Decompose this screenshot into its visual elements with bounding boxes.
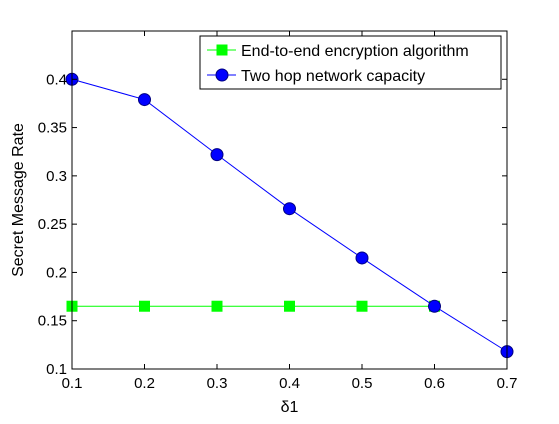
data-point-circle <box>138 93 151 107</box>
y-tick-label: 0.3 <box>46 168 67 185</box>
y-tick-label: 0.4 <box>46 71 67 88</box>
data-point-circle <box>283 202 296 216</box>
legend-entry-two-hop: Two hop network capacity <box>207 68 425 85</box>
legend-marker-square <box>216 44 228 56</box>
y-tick-label: 0.35 <box>38 120 67 137</box>
data-point-square <box>284 300 295 312</box>
y-axis-label: Secret Message Rate <box>10 123 27 277</box>
x-axis-label: δ1 <box>281 399 299 416</box>
x-tick-label: 0.6 <box>424 375 445 392</box>
y-tick-label: 0.2 <box>46 264 67 281</box>
y-axis-ticks: 0.1 0.15 0.2 0.25 0.3 0.35 0.4 <box>38 71 507 378</box>
legend-label-two-hop: Two hop network capacity <box>241 68 425 85</box>
data-point-square <box>139 300 150 312</box>
data-point-square <box>356 300 368 312</box>
x-tick-label: 0.4 <box>279 375 300 392</box>
x-axis-ticks: 0.1 0.2 0.3 0.4 0.5 0.6 0.7 <box>62 31 518 392</box>
legend-label-end-to-end: End-to-end encryption algorithm <box>241 43 469 60</box>
data-point-circle <box>428 299 441 313</box>
y-tick-label: 0.1 <box>46 361 67 378</box>
data-point-circle <box>210 148 224 162</box>
x-tick-label: 0.2 <box>134 375 155 392</box>
legend: End-to-end encryption algorithm Two hop … <box>199 35 502 90</box>
legend-entry-end-to-end: End-to-end encryption algorithm <box>207 43 469 60</box>
x-tick-label: 0.7 <box>497 375 518 392</box>
x-tick-label: 0.5 <box>352 375 373 392</box>
legend-marker-circle <box>215 68 229 82</box>
data-point-square <box>211 300 223 312</box>
y-tick-label: 0.25 <box>38 216 67 233</box>
legend-box <box>199 35 502 90</box>
y-tick-label: 0.15 <box>38 313 67 330</box>
data-point-circle <box>355 251 369 265</box>
x-tick-label: 0.3 <box>207 375 228 392</box>
x-tick-label: 0.1 <box>62 375 83 392</box>
